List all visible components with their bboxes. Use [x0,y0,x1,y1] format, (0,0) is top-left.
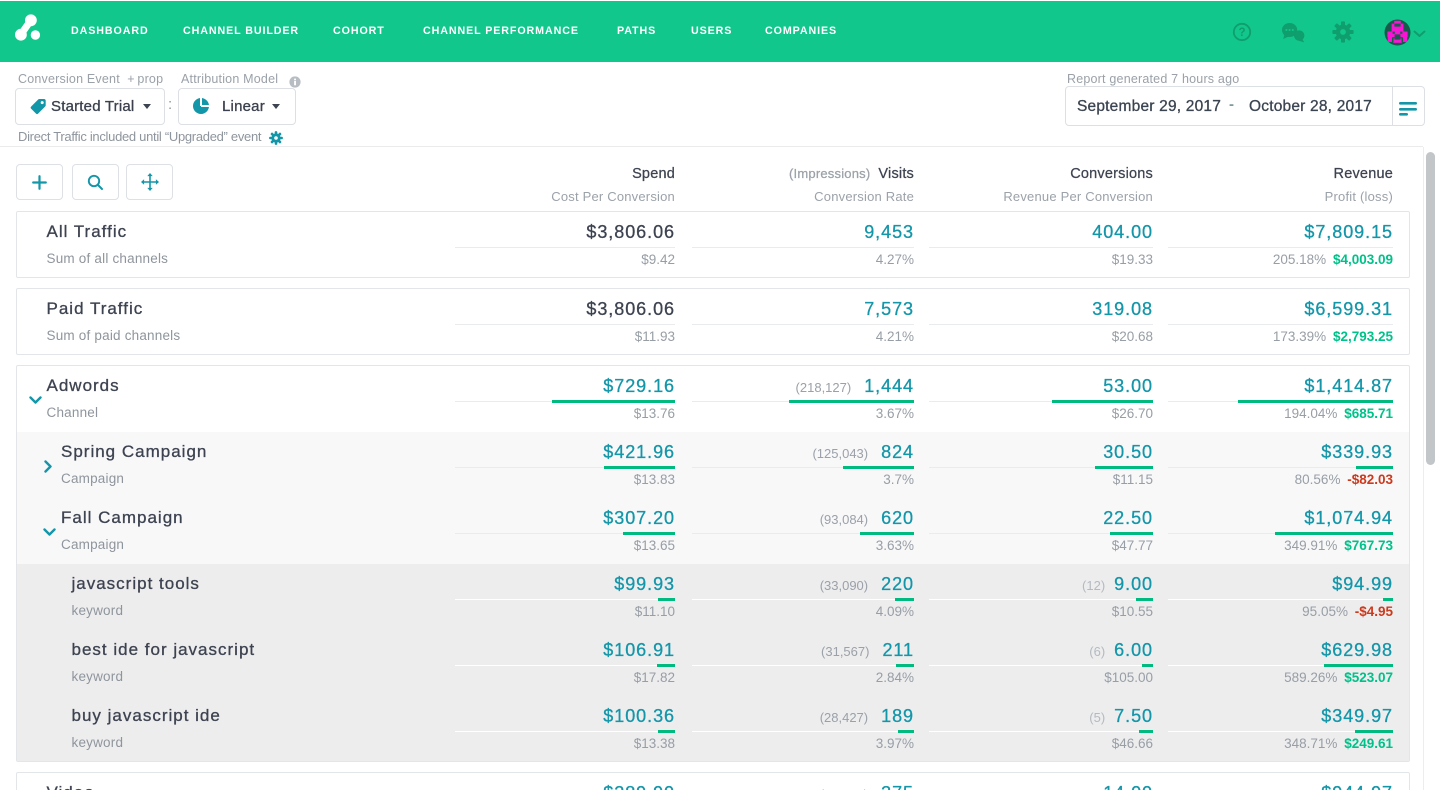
svg-text:?: ? [1238,27,1245,39]
